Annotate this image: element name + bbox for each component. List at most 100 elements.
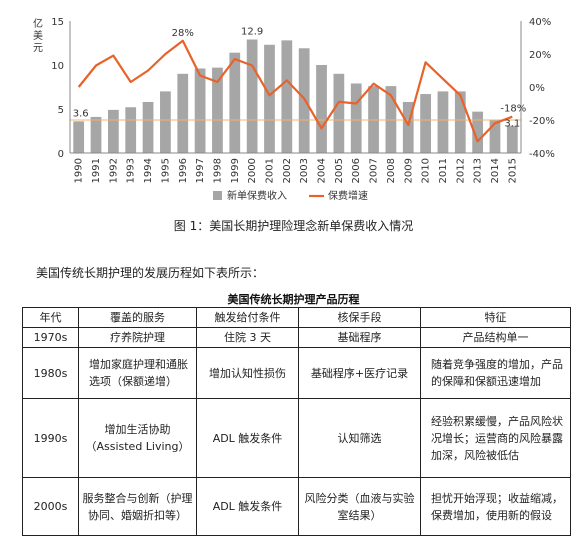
bar [333, 73, 345, 153]
table-row: 1990s 增加生活协助（Assisted Living） ADL 触发条件 认… [22, 398, 571, 478]
x-tick-label: 2015 [507, 158, 518, 183]
x-tick-label: 2012 [455, 158, 466, 183]
bar [454, 91, 466, 153]
header-features: 特征 [420, 307, 571, 328]
bar [90, 116, 102, 153]
x-tick-label: 2001 [264, 158, 275, 183]
bar [73, 121, 85, 153]
table-cell: 产品结构单一 [420, 327, 571, 348]
table-cell: 增加认知性损伤 [196, 347, 299, 399]
bar [125, 107, 137, 153]
y-left-label: 亿 [33, 17, 43, 30]
data-label-last-bar: 3.1 [504, 119, 520, 130]
x-tick-label: 2005 [334, 158, 345, 183]
y-left-tick-label: 10 [51, 61, 64, 72]
bar [246, 39, 258, 154]
table-cell: 住院 3 天 [196, 327, 299, 348]
table-cell: 2000s [22, 477, 79, 536]
y-left-tick-label: 5 [58, 105, 64, 116]
chart: 15 10 5 0 亿美元 40% 20% 0% -20% -40% 1990 1991 1992 199… [33, 17, 555, 202]
x-tick-label: 2013 [473, 158, 484, 183]
x-tick-label: 2002 [282, 158, 293, 183]
y-left-tick-label: 15 [51, 17, 64, 28]
table-cell: 1990s [22, 398, 79, 478]
data-label-last-rate: -18% [500, 104, 526, 115]
bar [212, 67, 223, 153]
table-cell: ADL 触发条件 [196, 398, 299, 478]
history-table: 年代 覆盖的服务 触发给付条件 核保手段 特征 1970s 疗养院护理 住院 3… [22, 307, 571, 536]
x-tick-label: 1999 [230, 158, 241, 183]
x-tick-label: 2009 [403, 158, 414, 183]
x-tick-label: 2007 [369, 158, 380, 183]
table-cell: 增加家庭护理和通胀选项（保额递增） [78, 347, 197, 399]
table-cell: 1970s [22, 327, 79, 348]
bar [316, 65, 327, 153]
bar [107, 109, 119, 153]
table-row: 1980s 增加家庭护理和通胀选项（保额递增） 增加认知性损伤 基础程序+医疗记… [22, 347, 571, 399]
x-tick-label: 1990 [74, 158, 85, 183]
table-cell: 担忧开始浮现；收益缩减，保费增加，使用新的假设 [420, 477, 571, 536]
data-label-peak-bar: 12.9 [241, 26, 263, 37]
table-cell: ADL 触发条件 [196, 477, 299, 536]
x-tick-label: 2004 [317, 158, 328, 183]
table-cell: 经验积累缓慢，产品风险状况增长；运营商的风险暴露加深，风险被低估 [420, 398, 571, 478]
x-tick-label: 2010 [421, 158, 432, 183]
table-cell: 风险分类（血液与实验室结果） [298, 477, 421, 536]
data-label-peak-rate: 28% [172, 28, 194, 39]
table-title: 美国传统长期护理产品历程 [227, 293, 360, 306]
data-label-first-bar: 3.6 [73, 108, 89, 119]
header-services: 覆盖的服务 [78, 307, 197, 328]
legend-swatch-bars [213, 191, 222, 200]
y-right-tick-label: 0% [529, 83, 545, 94]
table-row: 2000s 服务整合与创新（护理协同、婚姻折扣等） ADL 触发条件 风险分类（… [22, 477, 571, 536]
y-right-tick-label: -20% [529, 116, 555, 127]
x-tick-label: 1994 [143, 158, 154, 183]
x-tick-label: 1992 [108, 158, 119, 183]
x-tick-label: 2000 [247, 158, 258, 183]
bar [437, 91, 449, 153]
bar [489, 119, 501, 153]
figure-caption: 图 1：美国长期护理险理念新单保费收入情况 [173, 219, 414, 233]
bar [402, 101, 414, 153]
y-left-tick-label: 0 [58, 149, 64, 160]
legend-label-line: 保费增速 [328, 189, 368, 202]
y-right-tick-label: -40% [529, 149, 555, 160]
table-cell: 基础程序 [298, 327, 421, 348]
y-left-label: 元 [33, 43, 43, 54]
x-tick-label: 2003 [299, 158, 310, 183]
x-tick-label: 2008 [386, 158, 397, 183]
bar [142, 101, 154, 153]
table-cell: 基础程序+医疗记录 [298, 347, 421, 399]
bar [506, 125, 518, 153]
bar [160, 91, 171, 153]
x-tick-label: 1996 [178, 158, 189, 183]
x-tick-label: 2014 [490, 158, 501, 183]
intro-text: 美国传统长期护理的发展历程如下表所示： [36, 266, 265, 280]
table-header-row: 年代 覆盖的服务 触发给付条件 核保手段 特征 [22, 307, 571, 328]
y-left-label: 美 [33, 29, 43, 42]
bar [177, 73, 189, 153]
x-tick-label: 1995 [160, 158, 171, 183]
table-cell: 认知筛选 [298, 398, 421, 478]
x-tick-label: 1993 [126, 158, 137, 183]
x-tick-label: 1998 [212, 158, 223, 183]
table-cell: 随着竞争强度的增加，产品的保障和保额迅速增加 [420, 347, 571, 399]
x-tick-label: 1991 [91, 158, 102, 183]
table-cell: 疗养院护理 [78, 327, 197, 348]
y-right-tick-label: 40% [529, 17, 551, 28]
bar [472, 111, 484, 153]
table-cell: 服务整合与创新（护理协同、婚姻折扣等） [78, 477, 197, 536]
x-tick-label: 1997 [195, 158, 206, 183]
bar [350, 83, 362, 153]
legend-label-bars: 新单保费收入 [227, 189, 287, 202]
bar [281, 40, 293, 153]
header-trigger: 触发给付条件 [196, 307, 299, 328]
bar [194, 68, 206, 153]
table-row: 1970s 疗养院护理 住院 3 天 基础程序 产品结构单一 [22, 327, 571, 348]
table-cell: 增加生活协助（Assisted Living） [78, 398, 197, 478]
y-right-tick-label: 20% [529, 50, 551, 61]
header-era: 年代 [22, 307, 79, 328]
header-underwriting: 核保手段 [298, 307, 421, 328]
x-tick-label: 2011 [438, 158, 449, 183]
bar [264, 44, 275, 154]
